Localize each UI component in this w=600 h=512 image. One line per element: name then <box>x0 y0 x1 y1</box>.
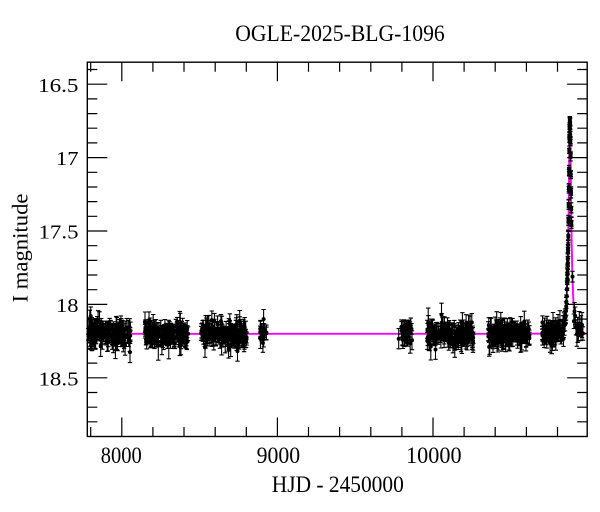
svg-text:16.5: 16.5 <box>38 75 79 97</box>
svg-text:OGLE-2025-BLG-1096: OGLE-2025-BLG-1096 <box>235 21 445 46</box>
svg-text:18.5: 18.5 <box>39 368 79 390</box>
svg-text:8000: 8000 <box>101 443 142 468</box>
svg-text:9000: 9000 <box>257 443 301 468</box>
svg-text:17: 17 <box>56 148 79 170</box>
svg-text:I magnitude: I magnitude <box>8 194 33 303</box>
svg-text:18: 18 <box>56 295 79 317</box>
svg-text:10000: 10000 <box>406 443 462 468</box>
svg-text:17.5: 17.5 <box>39 222 79 244</box>
svg-text:HJD - 2450000: HJD - 2450000 <box>272 472 404 497</box>
